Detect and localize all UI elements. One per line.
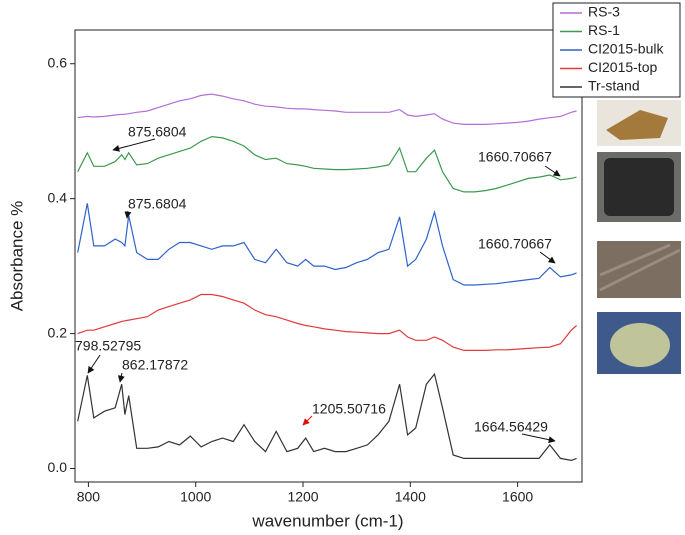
annotation-arrow <box>544 165 561 177</box>
annotation: 1660.70667 <box>478 236 552 252</box>
annotation-arrow <box>539 251 556 264</box>
series-line <box>77 203 577 286</box>
annotation-arrow <box>302 415 313 426</box>
annotation: 1664.56429 <box>474 419 548 435</box>
x-tick-label: 1400 <box>395 489 426 505</box>
y-tick-label: 0.0 <box>48 459 68 475</box>
x-tick-label: 1600 <box>502 489 533 505</box>
annotation-arrow <box>124 210 132 219</box>
y-axis-label: Absorbance % <box>7 201 26 312</box>
annotation-arrow <box>112 138 156 152</box>
y-tick-label: 0.4 <box>48 189 68 205</box>
legend-label: RS-3 <box>588 4 620 20</box>
plot-frame <box>74 29 583 483</box>
x-tick-label: 1200 <box>287 489 318 505</box>
annotation-arrow <box>521 433 556 444</box>
legend-label: Tr-stand <box>588 78 640 94</box>
series-line <box>77 372 577 462</box>
annotation: 1205.50716 <box>312 401 386 417</box>
annotation: 875.6804 <box>128 124 187 140</box>
series-line <box>77 93 577 125</box>
annotation-arrow <box>117 372 125 383</box>
x-tick-label: 800 <box>77 489 101 505</box>
photos <box>597 100 681 374</box>
x-axis-label: wavenumber (cm-1) <box>251 511 403 530</box>
series-line <box>77 293 577 351</box>
legend-label: RS-1 <box>588 22 620 38</box>
legend-label: CI2015-top <box>588 59 657 75</box>
annotation: 862.17872 <box>122 357 188 373</box>
annotation: 875.6804 <box>128 196 187 212</box>
x-tick-label: 1000 <box>180 489 211 505</box>
y-tick-label: 0.2 <box>48 324 68 340</box>
y-tick-label: 0.6 <box>48 54 68 70</box>
annotation: 1660.70667 <box>478 149 552 165</box>
annotation-arrow <box>87 354 101 374</box>
series-line <box>77 135 577 193</box>
legend-label: CI2015-bulk <box>588 41 664 57</box>
annotation: 798.52795 <box>75 338 141 354</box>
